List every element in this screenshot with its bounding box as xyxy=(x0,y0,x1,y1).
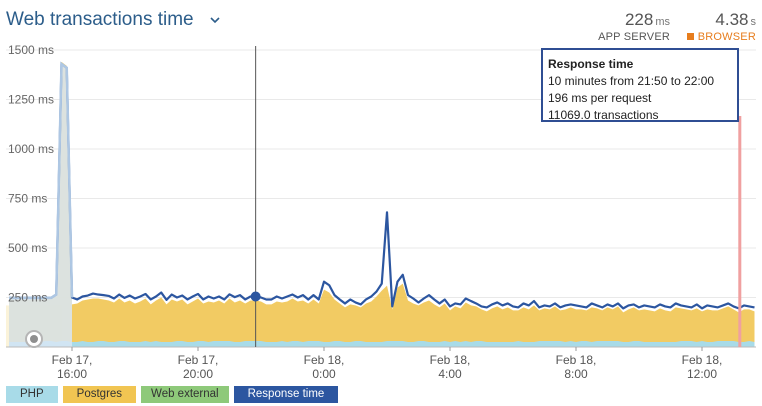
y-tick-label: 1000 ms xyxy=(8,142,54,156)
x-tick-label: 8:00 xyxy=(564,367,588,381)
legend-php[interactable]: PHP xyxy=(6,386,58,403)
x-tick-label: 16:00 xyxy=(57,367,87,381)
x-tick-label: 4:00 xyxy=(438,367,462,381)
y-tick-label: 250 ms xyxy=(8,291,47,305)
tooltip-interval: 10 minutes from 21:50 to 22:00 xyxy=(548,74,715,88)
panel-title-text: Web transactions time xyxy=(6,9,194,30)
postgres-area xyxy=(9,61,755,347)
browser-metric[interactable]: 4.38 s BROWSER xyxy=(686,10,757,43)
zoom-handle-dot-icon xyxy=(30,335,38,343)
x-tick-label: Feb 18, xyxy=(556,353,597,367)
tooltip-title: Response time xyxy=(548,57,634,71)
tooltip-transactions: 11069.0 transactions xyxy=(548,108,659,122)
response-time-line xyxy=(9,62,755,310)
response-time-line-early xyxy=(9,61,74,300)
x-tick-label: Feb 18, xyxy=(430,353,471,367)
x-tick-label: Feb 18, xyxy=(304,353,345,367)
browser-color-swatch xyxy=(686,33,694,40)
x-tick-label: Feb 17, xyxy=(52,353,93,367)
browser-value: 4.38 xyxy=(715,10,749,29)
x-tick-label: 0:00 xyxy=(312,367,336,381)
x-tick-label: Feb 18, xyxy=(682,353,723,367)
app-server-label: APP SERVER xyxy=(598,31,670,43)
app-server-value: 228 xyxy=(624,10,654,29)
chart-tooltip: Response time 10 minutes from 21:50 to 2… xyxy=(541,48,739,122)
php-area xyxy=(9,341,755,347)
panel-title[interactable]: Web transactions time xyxy=(6,9,222,31)
x-tick-label: 12:00 xyxy=(687,367,717,381)
crosshair-point xyxy=(250,291,261,302)
chart-legend: PHP Postgres Web external Response time xyxy=(6,386,339,403)
app-server-unit: ms xyxy=(655,16,670,28)
y-tick-label: 1250 ms xyxy=(8,93,54,107)
tooltip-per-request: 196 ms per request xyxy=(548,91,652,105)
y-tick-label: 750 ms xyxy=(8,192,47,206)
y-tick-label: 1500 ms xyxy=(8,43,54,57)
browser-label: BROWSER xyxy=(686,31,756,43)
app-server-metric: 228 ms APP SERVER xyxy=(598,10,670,43)
browser-label-text: BROWSER xyxy=(697,31,756,43)
x-tick-label: 20:00 xyxy=(183,367,213,381)
legend-response-time[interactable]: Response time xyxy=(233,386,339,403)
browser-unit: s xyxy=(750,16,757,28)
legend-postgres[interactable]: Postgres xyxy=(62,386,137,403)
y-tick-label: 500 ms xyxy=(8,241,47,255)
x-tick-label: Feb 17, xyxy=(178,353,219,367)
chevron-down-icon[interactable] xyxy=(208,13,222,27)
legend-web-external[interactable]: Web external xyxy=(141,386,229,403)
